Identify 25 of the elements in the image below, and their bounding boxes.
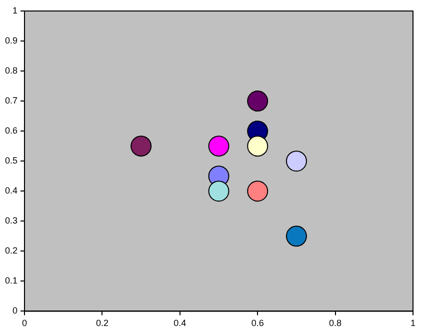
x-tick-label: 1	[410, 318, 416, 328]
y-tick-label: 0.4	[4, 186, 18, 196]
point	[286, 150, 307, 172]
y-tick-label: 0.1	[4, 276, 18, 286]
x-tick-label: 0.2	[96, 318, 108, 328]
point	[247, 136, 268, 157]
y-tick-label: 0.7	[4, 96, 18, 106]
x-tick-label: 0.8	[329, 318, 342, 328]
point	[208, 180, 230, 202]
point	[286, 226, 307, 247]
x-tick-label: 0.6	[251, 318, 264, 328]
x-tick-label: 0	[22, 318, 28, 328]
y-tick-label: 0.3	[4, 216, 18, 226]
point	[247, 90, 268, 112]
y-tick-label: 1	[12, 5, 18, 16]
y-tick-label: 0	[12, 306, 18, 316]
point	[208, 136, 230, 157]
y-tick-label: 0.2	[4, 246, 18, 256]
y-tick-label: 0.9	[4, 36, 18, 46]
y-tick-label: 0.5	[4, 156, 18, 166]
point	[130, 136, 152, 157]
y-tick-label: 0.8	[4, 66, 18, 76]
x-tick-label: 0.4	[174, 318, 186, 328]
y-tick-label: 0.6	[4, 126, 18, 136]
point	[247, 180, 268, 202]
